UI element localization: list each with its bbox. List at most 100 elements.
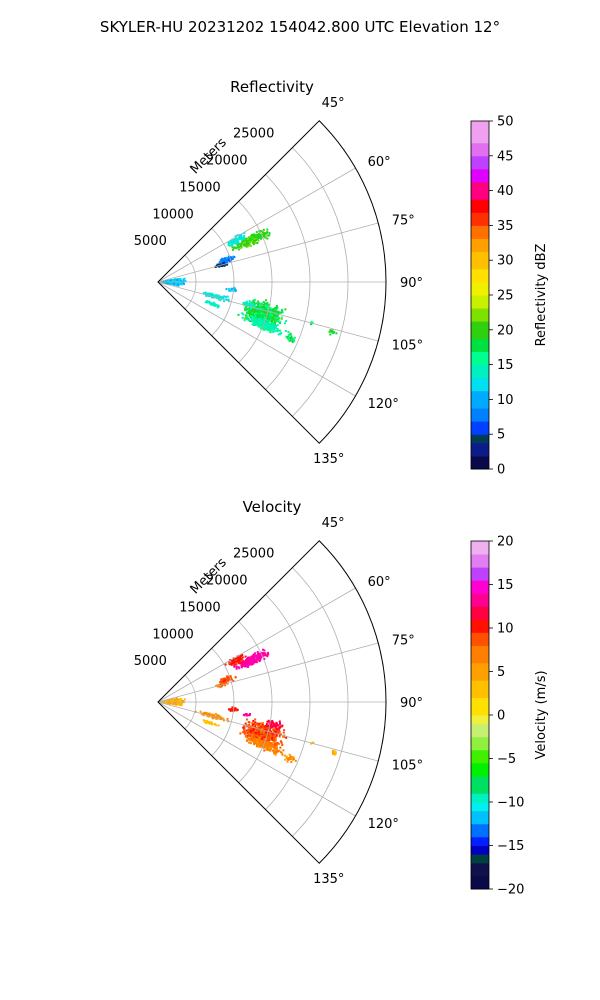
colorbar-swatch bbox=[471, 138, 489, 144]
echo-gate bbox=[246, 665, 249, 668]
echo-gate bbox=[270, 320, 273, 323]
echo-gate bbox=[275, 320, 278, 323]
echo-gate bbox=[257, 734, 260, 737]
echo-gate bbox=[217, 305, 220, 308]
echo-gate bbox=[261, 308, 264, 311]
echo-gate bbox=[255, 302, 258, 305]
echo-gate bbox=[226, 675, 228, 678]
echo-gate bbox=[268, 323, 271, 326]
echo-gate bbox=[267, 329, 270, 332]
echo-gate bbox=[255, 312, 258, 315]
colorbar-tick-label: 50 bbox=[497, 115, 514, 130]
echo-gate bbox=[261, 652, 264, 655]
colorbar-swatch bbox=[471, 251, 489, 257]
colorbar-swatch bbox=[471, 845, 489, 851]
echo-gate bbox=[283, 754, 286, 757]
echo-gate bbox=[259, 722, 262, 725]
echo-gate bbox=[217, 296, 220, 299]
colorbar-swatch bbox=[471, 221, 489, 226]
echo-gate bbox=[274, 753, 277, 756]
echo-gate bbox=[310, 742, 313, 745]
echo-gate bbox=[283, 735, 286, 738]
echo-gate bbox=[262, 648, 264, 651]
colorbar-swatch bbox=[471, 355, 489, 361]
echo-gate bbox=[227, 298, 230, 301]
echo-gate bbox=[246, 725, 249, 728]
echo-gate bbox=[245, 314, 247, 317]
echo-gate bbox=[251, 655, 254, 658]
echo-gate bbox=[266, 317, 269, 320]
echo-gate bbox=[261, 722, 264, 724]
echo-gate bbox=[269, 309, 271, 312]
echo-gate bbox=[249, 237, 252, 240]
echo-gate bbox=[218, 685, 220, 688]
colorbar-swatch bbox=[471, 701, 489, 707]
echo-gate bbox=[258, 322, 261, 325]
echo-gate bbox=[251, 656, 254, 659]
echo-gate bbox=[253, 313, 256, 316]
colorbar-swatch bbox=[471, 823, 489, 829]
colorbar-swatch bbox=[471, 325, 489, 331]
echo-gate bbox=[208, 714, 211, 717]
echo-gate bbox=[169, 280, 172, 283]
colorbar-swatch bbox=[471, 286, 489, 292]
echo-gate bbox=[266, 231, 269, 233]
echo-gate bbox=[170, 282, 173, 285]
echo-gate bbox=[249, 305, 252, 307]
echo-gate bbox=[209, 301, 212, 304]
echo-gate bbox=[266, 310, 269, 313]
azimuth-tick-label: 90° bbox=[400, 276, 423, 291]
echo-gate bbox=[219, 686, 222, 689]
echo-gate bbox=[270, 308, 273, 311]
echo-gate bbox=[226, 295, 229, 298]
echo-gate bbox=[265, 324, 267, 327]
echo-gate bbox=[285, 757, 288, 760]
echo-gate bbox=[240, 666, 243, 669]
echo-gate bbox=[234, 240, 237, 243]
echo-gate bbox=[224, 663, 227, 666]
echo-gate bbox=[180, 704, 183, 707]
echo-gate bbox=[286, 760, 289, 763]
echo-gate bbox=[259, 321, 262, 324]
echo-gate bbox=[235, 237, 238, 240]
colorbar-swatch bbox=[471, 728, 489, 733]
echo-gate bbox=[256, 237, 259, 240]
echo-gate bbox=[267, 748, 270, 751]
echo-gate bbox=[248, 659, 251, 662]
echo-gate bbox=[270, 745, 273, 747]
colorbar-swatch bbox=[471, 736, 489, 742]
colorbar-swatch bbox=[471, 797, 489, 803]
colorbar-swatch bbox=[471, 684, 489, 690]
echo-gate bbox=[257, 317, 260, 319]
echo-gate bbox=[247, 241, 250, 244]
echo-gate bbox=[249, 301, 252, 304]
colorbar-swatch bbox=[471, 416, 489, 422]
echo-gate bbox=[241, 312, 244, 315]
echo-gate bbox=[269, 744, 271, 747]
colorbar-swatch bbox=[471, 558, 489, 564]
colorbar-swatch bbox=[471, 351, 489, 357]
echo-gate bbox=[271, 322, 274, 325]
echo-gate bbox=[256, 314, 259, 317]
echo-gate bbox=[267, 651, 269, 654]
echo-gate bbox=[233, 246, 236, 249]
echo-gate bbox=[274, 728, 277, 731]
echo-gate bbox=[176, 702, 179, 705]
echo-gate bbox=[243, 241, 246, 244]
echo-gate bbox=[254, 324, 257, 326]
echo-gate bbox=[260, 325, 263, 328]
echo-gate bbox=[258, 722, 260, 725]
echo-gate bbox=[243, 238, 245, 241]
echo-gate bbox=[274, 321, 277, 324]
colorbar-swatch bbox=[471, 290, 489, 296]
echo-gate bbox=[168, 701, 171, 704]
echo-gate bbox=[251, 311, 254, 314]
echo-gate bbox=[268, 736, 271, 739]
azimuth-tick-label: 60° bbox=[368, 155, 391, 170]
echo-gate bbox=[226, 677, 229, 680]
echo-gate bbox=[278, 311, 281, 314]
echo-gate bbox=[278, 727, 281, 730]
echo-gate bbox=[292, 756, 295, 759]
echo-gate bbox=[258, 310, 261, 313]
echo-gate bbox=[269, 307, 272, 309]
